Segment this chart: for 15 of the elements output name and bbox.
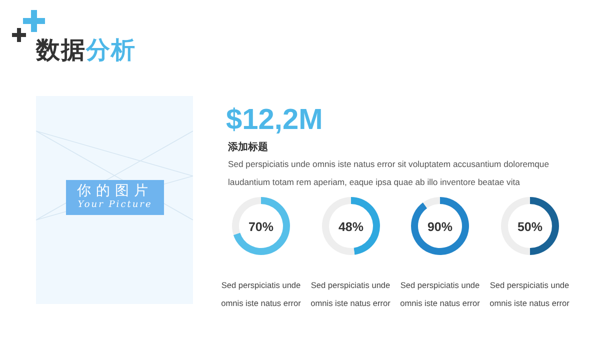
text: Sed perspiciatis unde omnis iste natus error <box>399 279 481 310</box>
text: Sed perspiciatis unde omnis iste natus error <box>310 279 392 310</box>
data-label: 70% <box>248 220 274 234</box>
text: Sed perspiciatis unde omnis iste natus error sit voluptatem accusantium doloremque laudantium totam rem aperiam, eaque ipsa quae ab illo inventore beatae vita <box>228 158 550 189</box>
text: Sed perspiciatis unde omnis iste natus error <box>488 279 570 310</box>
text: 你的图片 <box>76 182 154 200</box>
data-label: 50% <box>516 220 542 234</box>
donut-slice <box>422 197 440 208</box>
data-label: 90% <box>427 220 453 234</box>
text: 数据分析 <box>36 35 136 66</box>
text: Sed perspiciatis unde omnis iste natus error <box>220 279 302 310</box>
text: $12,2M <box>226 104 323 137</box>
text: 添加标题 <box>228 140 268 154</box>
data-label: 48% <box>338 220 364 234</box>
text: Your Picture <box>76 200 154 210</box>
